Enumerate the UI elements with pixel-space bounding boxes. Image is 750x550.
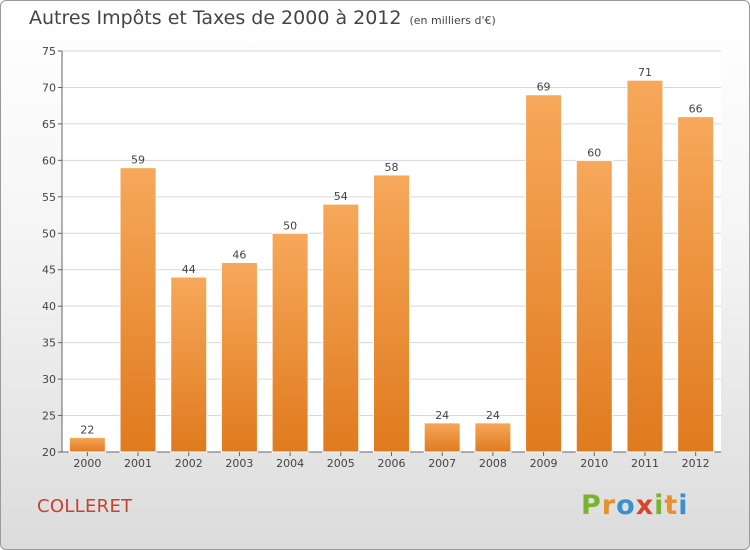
bar-value-label: 54 [334, 190, 348, 203]
logo-letter: t [664, 490, 679, 521]
bar-value-label: 59 [131, 154, 145, 167]
bar [373, 174, 410, 453]
x-tick-label: 2005 [327, 457, 355, 470]
y-tick-label: 60 [42, 154, 56, 167]
bar-value-label: 71 [638, 66, 652, 79]
bar [68, 436, 106, 453]
logo-letter: i [678, 490, 689, 521]
y-tick-label: 30 [42, 373, 56, 386]
bar [423, 422, 461, 453]
x-tick-label: 2003 [225, 457, 253, 470]
commune-name: COLLERET [37, 496, 133, 517]
y-tick-label: 40 [42, 300, 56, 313]
x-tick-label: 2012 [682, 457, 710, 470]
y-tick-label: 65 [42, 118, 56, 131]
bar-value-label: 50 [283, 219, 297, 232]
bar [525, 94, 563, 453]
y-tick-label: 70 [42, 81, 56, 94]
y-tick-label: 50 [42, 227, 56, 240]
bar-value-label: 22 [80, 423, 94, 436]
x-tick-label: 2010 [580, 457, 608, 470]
bar [322, 203, 360, 453]
y-tick-label: 35 [42, 337, 56, 350]
x-tick-label: 2002 [175, 457, 203, 470]
bar-value-label: 66 [689, 103, 703, 116]
x-tick-label: 2008 [479, 457, 507, 470]
bar [575, 159, 613, 453]
bar-value-label: 44 [182, 263, 196, 276]
bar [626, 79, 664, 453]
x-tick-label: 2009 [530, 457, 558, 470]
chart-title: Autres Impôts et Taxes de 2000 à 2012 (en… [29, 7, 496, 29]
y-tick-label: 55 [42, 191, 56, 204]
y-tick-label: 45 [42, 264, 56, 277]
x-tick-label: 2000 [73, 457, 101, 470]
bar [474, 422, 512, 453]
bar [677, 116, 715, 453]
x-tick-label: 2006 [378, 457, 406, 470]
bar-value-label: 58 [385, 161, 399, 174]
chart-title-text: Autres Impôts et Taxes de 2000 à 2012 [29, 7, 402, 29]
logo-letter: i [654, 490, 665, 521]
logo-letter: P [581, 490, 602, 521]
bar-value-label: 24 [435, 409, 449, 422]
logo-letter: o [616, 490, 636, 521]
y-tick-label: 20 [42, 446, 56, 459]
bar [271, 232, 309, 453]
x-tick-label: 2007 [428, 457, 456, 470]
bar-value-label: 24 [486, 409, 500, 422]
y-tick-label: 75 [42, 45, 56, 58]
x-tick-label: 2011 [631, 457, 659, 470]
x-tick-label: 2001 [124, 457, 152, 470]
x-tick-label: 2004 [276, 457, 304, 470]
logo-letter: x [635, 490, 655, 521]
logo-letter: r [601, 490, 617, 521]
proxiti-logo: Proxiti [581, 490, 689, 521]
bar [220, 261, 258, 453]
bar [119, 167, 157, 453]
bar-value-label: 46 [232, 248, 246, 261]
chart-unit-label: (en milliers d'€) [409, 14, 496, 27]
y-tick-label: 25 [42, 410, 56, 423]
bar-value-label: 60 [587, 146, 601, 159]
bar [170, 276, 208, 453]
bar-value-label: 69 [537, 81, 551, 94]
